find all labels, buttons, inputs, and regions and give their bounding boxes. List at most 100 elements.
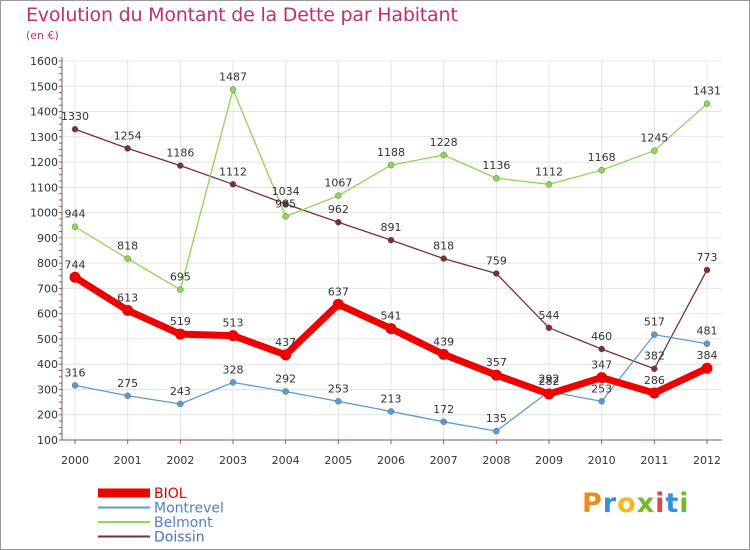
point-montrevel	[493, 427, 500, 435]
data-label-biol: 357	[486, 356, 507, 369]
data-label-montrevel: 316	[65, 366, 86, 379]
point-montrevel	[177, 400, 184, 408]
x-tick-label: 2003	[219, 454, 247, 467]
data-label-montrevel: 253	[328, 382, 349, 395]
point-montrevel	[651, 331, 658, 338]
point-doissin	[598, 345, 605, 353]
data-label-belmont: 818	[117, 240, 138, 253]
x-tick-label: 2007	[430, 454, 458, 467]
data-label-doissin: 962	[328, 203, 349, 216]
point-doissin	[229, 181, 237, 188]
point-doissin	[177, 162, 184, 169]
y-tick-label: 1400	[30, 106, 58, 119]
x-tick-label: 2005	[324, 454, 352, 467]
logo-letter: P	[582, 488, 603, 519]
y-axis-ticks: 100 200 300 400 500 600 700 800 900 1000 1100 1200 1…	[30, 55, 58, 447]
series-layer	[69, 86, 713, 435]
logo-letter: x	[636, 488, 656, 519]
data-label-biol: 347	[591, 359, 612, 372]
point-doissin	[335, 219, 342, 226]
logo-letter: o	[617, 488, 637, 519]
data-label-belmont: 1136	[482, 159, 510, 172]
data-label-montrevel: 328	[223, 363, 244, 376]
point-montrevel	[124, 392, 131, 399]
point-doissin	[493, 270, 500, 277]
point-doissin	[703, 266, 711, 274]
point-biol	[227, 330, 239, 342]
point-montrevel	[598, 398, 605, 405]
point-doissin	[282, 200, 289, 208]
data-label-belmont: 1228	[430, 136, 458, 149]
y-tick-label: 700	[37, 282, 58, 295]
point-biol	[174, 328, 186, 340]
data-label-belmont: 985	[275, 197, 296, 210]
data-label-belmont: 695	[170, 271, 191, 284]
point-biol	[280, 349, 292, 361]
data-label-biol: 439	[433, 335, 454, 348]
point-montrevel	[71, 382, 79, 389]
y-tick-label: 1200	[30, 156, 58, 169]
data-label-biol: 513	[223, 317, 244, 330]
data-label-montrevel: 172	[433, 403, 454, 416]
legend-entry-belmont: Belmont	[154, 515, 213, 531]
data-label-biol: 282	[539, 375, 560, 388]
data-label-doissin: 891	[381, 221, 402, 234]
point-belmont	[124, 255, 131, 262]
data-label-biol: 286	[644, 374, 665, 387]
data-label-belmont: 1245	[640, 132, 668, 145]
y-tick-label: 1600	[30, 55, 58, 68]
point-montrevel	[335, 398, 342, 405]
point-belmont	[598, 166, 605, 174]
data-labels: 1330 1254 1186 1112 1034 962 891 818 759 544 460 38…	[61, 71, 721, 426]
x-tick-label: 2001	[114, 454, 142, 467]
point-doissin	[440, 255, 447, 262]
point-belmont	[651, 147, 658, 154]
legend-entry-biol: BIOL	[154, 486, 187, 502]
data-label-montrevel: 243	[170, 385, 191, 398]
data-label-doissin: 1034	[272, 185, 300, 198]
point-belmont	[545, 181, 553, 188]
x-tick-label: 2000	[61, 454, 89, 467]
data-label-doissin: 759	[486, 254, 507, 267]
data-label-biol: 437	[275, 336, 296, 349]
data-label-montrevel: 292	[275, 372, 296, 385]
x-tick-label: 2004	[272, 454, 300, 467]
data-label-doissin: 544	[539, 309, 560, 322]
logo-letter: r	[602, 488, 618, 519]
data-label-belmont: 944	[65, 208, 86, 221]
point-doissin	[124, 145, 131, 152]
point-biol	[332, 298, 344, 310]
data-label-belmont: 1431	[693, 85, 721, 98]
data-label-biol: 384	[697, 349, 718, 362]
point-biol	[701, 362, 713, 374]
data-label-montrevel: 292	[539, 372, 560, 385]
data-label-doissin: 382	[644, 350, 665, 363]
logo-letter: i	[679, 488, 690, 519]
point-biol	[543, 388, 555, 400]
data-label-montrevel: 253	[591, 382, 612, 395]
y-tick-label: 200	[37, 409, 58, 422]
y-tick-label: 800	[37, 257, 58, 270]
data-label-doissin: 818	[433, 240, 454, 253]
proxiti-logo: Proxiti	[582, 488, 690, 519]
x-tick-label: 2011	[640, 454, 668, 467]
point-montrevel	[387, 408, 395, 415]
logo-letter: t	[665, 488, 680, 519]
point-belmont	[282, 213, 289, 220]
point-belmont	[493, 175, 500, 182]
point-biol	[69, 271, 81, 283]
y-tick-label: 1000	[30, 207, 58, 220]
y-tick-label: 1100	[30, 181, 58, 194]
point-belmont	[229, 86, 237, 93]
point-doissin	[71, 126, 79, 133]
point-biol	[438, 348, 450, 360]
x-tick-label: 2012	[693, 454, 721, 467]
legend-entry-montrevel: Montrevel	[154, 501, 224, 517]
axes	[59, 57, 722, 444]
logo-letter: i	[655, 488, 666, 519]
x-tick-label: 2006	[377, 454, 405, 467]
data-label-doissin: 1330	[61, 110, 89, 123]
data-label-doissin: 1112	[219, 165, 247, 178]
